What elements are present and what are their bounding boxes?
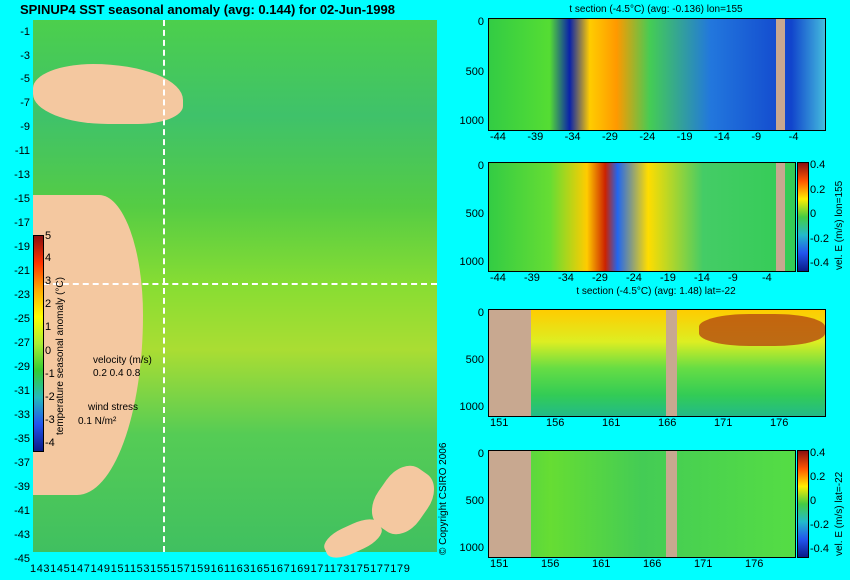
panel1-xtick: -9 xyxy=(751,131,762,143)
panel2-colorbar xyxy=(797,162,809,272)
panel2-xtick: -29 xyxy=(592,272,608,284)
section-line-lon xyxy=(163,20,165,552)
panel4-cbar-label: vel. E (m/s) lat=-22 xyxy=(834,471,845,556)
sst-anomaly-map: 5 4 3 2 1 0 -1 -2 -3 -4 temperature seas… xyxy=(33,20,444,564)
panel2-cbar-tick: 0.2 xyxy=(810,183,826,196)
panel4-xtick: 151 xyxy=(490,558,509,570)
panel2-xtick: -39 xyxy=(524,272,540,284)
panel2-ytick: 0 xyxy=(477,160,484,172)
panel1-xtick: -14 xyxy=(714,131,730,143)
panel4-cbar-tick: 0 xyxy=(810,495,817,507)
panel2-ytick: 500 xyxy=(465,208,484,220)
panel4-section xyxy=(488,450,796,558)
panel4-xtick: 156 xyxy=(541,558,560,570)
panel1-xtick: -44 xyxy=(490,131,506,143)
panel2-land xyxy=(776,163,785,271)
panel2-xtick: -4 xyxy=(762,272,772,284)
panel4-cbar-tick: 0.2 xyxy=(810,471,826,483)
panel1-land xyxy=(776,19,785,130)
panel3-xtick: 156 xyxy=(546,417,565,429)
panel1-xtick: -39 xyxy=(527,131,544,143)
copyright: © Copyright CSIRO 2006 xyxy=(438,442,449,555)
panel2-cbar-tick: 0 xyxy=(810,208,817,220)
panel3-xtick: 161 xyxy=(602,417,621,429)
panel3-ytick: 500 xyxy=(465,354,484,366)
panel3-warm-core xyxy=(699,314,825,346)
lon-ticks: 1431451471491511531551571591611631651671… xyxy=(30,563,411,575)
panel1-ytick: 500 xyxy=(465,65,484,78)
velocity-scale: 0.2 0.4 0.8 xyxy=(93,368,141,379)
panel3-ytick: 0 xyxy=(477,307,484,319)
panel3-xtick: 151 xyxy=(490,417,509,429)
panel4-cbar-tick: -0.2 xyxy=(810,519,829,531)
panel4-colorbar xyxy=(797,450,809,558)
new-zealand-south xyxy=(320,513,386,564)
panel2-xtick: -14 xyxy=(694,272,710,284)
panel2-cbar-tick: -0.2 xyxy=(810,232,829,245)
panel2-xtick: -34 xyxy=(558,272,574,284)
panel4-land xyxy=(489,451,531,557)
panel2-xtick: -19 xyxy=(660,272,676,284)
panel1-xtick: -4 xyxy=(788,131,799,143)
panel4-xtick: 161 xyxy=(592,558,611,570)
panel2-ytick: 1000 xyxy=(459,256,484,268)
velocity-label: velocity (m/s) xyxy=(93,355,152,366)
panel4-ytick: 0 xyxy=(477,448,484,460)
colorbar-label: temperature seasonal anomaly (°C) xyxy=(55,277,66,435)
panel3-land2 xyxy=(666,310,677,416)
panel1-xtick: -19 xyxy=(676,131,693,143)
panel4-xtick: 166 xyxy=(643,558,662,570)
panel3-xtick: 166 xyxy=(658,417,677,429)
panel3-xtick: 171 xyxy=(714,417,733,429)
panel3-land xyxy=(489,310,531,416)
panel2-xtick: -9 xyxy=(728,272,738,284)
panel4-cbar-tick: 0.4 xyxy=(810,447,826,459)
panel2-section xyxy=(488,162,796,272)
panel3-title: t section (-4.5°C) (avg: 1.48) lat=-22 xyxy=(576,286,736,297)
panel1-xtick: -24 xyxy=(639,131,656,143)
panel3-xtick: 176 xyxy=(770,417,789,429)
panel2-cbar-label: vel. E (m/s) lon=155 xyxy=(834,180,845,270)
panel4-ytick: 500 xyxy=(465,495,484,507)
panel2-xtick: -44 xyxy=(490,272,506,284)
panel3-section xyxy=(488,309,826,417)
panel3-ytick: 1000 xyxy=(459,401,484,413)
panel1-xtick: -34 xyxy=(564,131,581,143)
panel2-xtick: -24 xyxy=(626,272,642,284)
panel2-cbar-tick: -0.4 xyxy=(810,257,829,269)
panel4-cbar-tick: -0.4 xyxy=(810,543,829,555)
panel2-cbar-tick: 0.4 xyxy=(810,159,826,171)
panel4-xtick: 171 xyxy=(694,558,713,570)
panel4-xtick: 176 xyxy=(745,558,764,570)
panel1-ytick: 1000 xyxy=(459,115,484,127)
wind-label: wind stress xyxy=(88,402,139,413)
panel1-title: t section (-4.5°C) (avg: -0.136) lon=155 xyxy=(569,4,743,15)
panel1-ytick: 0 xyxy=(477,16,484,28)
colorbar xyxy=(33,235,44,452)
panel4-ytick: 1000 xyxy=(459,542,484,554)
section-line-lat xyxy=(33,283,437,285)
new-guinea-land xyxy=(33,64,183,124)
panel1-xtick: -29 xyxy=(602,131,618,143)
panel4-land2 xyxy=(666,451,677,557)
panel1-section xyxy=(488,18,826,131)
wind-scale: 0.1 N/m² xyxy=(78,416,117,427)
page-title: SPINUP4 SST seasonal anomaly (avg: 0.144… xyxy=(20,2,395,17)
